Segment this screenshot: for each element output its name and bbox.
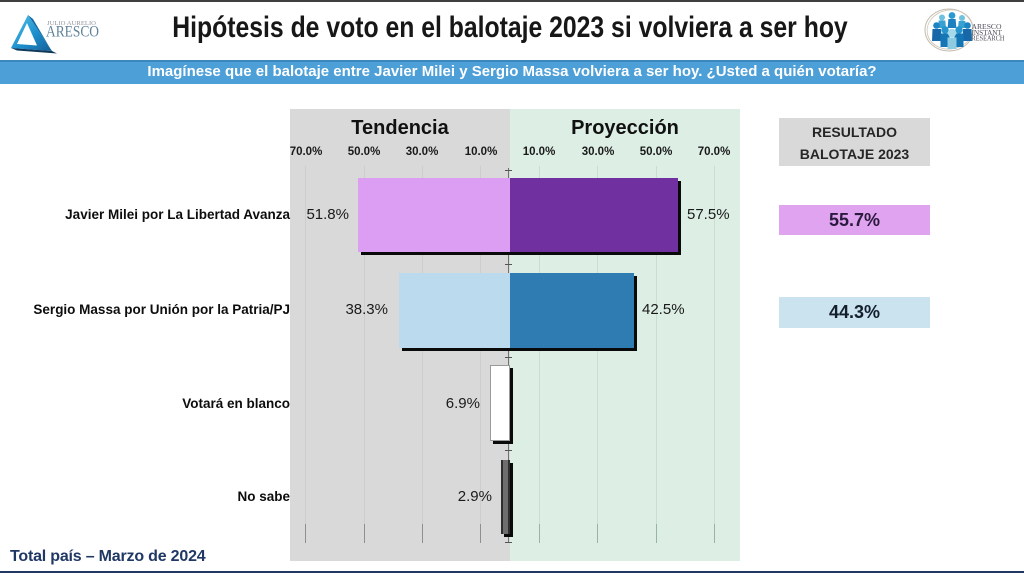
svg-text:ARESCO: ARESCO xyxy=(46,24,99,41)
svg-text:INSTANT: INSTANT xyxy=(972,30,1003,37)
svg-text:JULIO AURELIO: JULIO AURELIO xyxy=(47,20,96,27)
svg-text:RESEARCH: RESEARCH xyxy=(972,36,1005,43)
svg-text:ARESCO: ARESCO xyxy=(972,24,1002,31)
